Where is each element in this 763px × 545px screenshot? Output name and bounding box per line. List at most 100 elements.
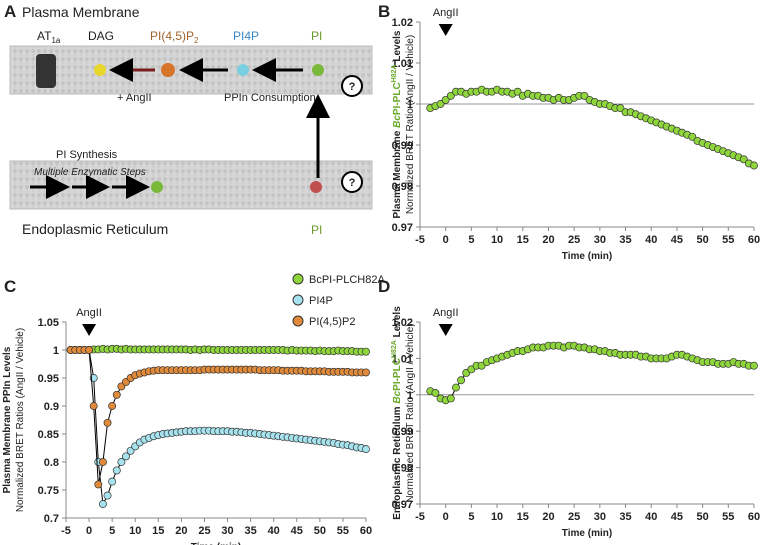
x-tick-label: 5 — [109, 525, 115, 537]
annotation: AngII — [433, 7, 459, 19]
x-tick-label: 50 — [696, 511, 708, 523]
x-tick-label: 25 — [198, 525, 210, 537]
y-tick-label: 1 — [53, 345, 59, 357]
label: ? — [349, 177, 356, 189]
lipid-icon — [161, 63, 175, 77]
annotation-arrow — [438, 324, 453, 336]
x-tick-label: 60 — [748, 511, 760, 523]
series-line — [430, 345, 754, 401]
data-point — [688, 132, 697, 141]
y-axis-title-part: H82A — [391, 64, 398, 82]
data-point — [89, 402, 98, 410]
annotation-arrow — [82, 324, 97, 336]
y-axis-subtitle: Normalized BRET Ratios (AngII / Vehicle) — [15, 328, 26, 512]
y-tick-label: 0.9 — [44, 401, 59, 413]
data-point — [446, 394, 455, 403]
y-axis-title-part: Plasma Membrane — [392, 128, 403, 219]
x-tick-label: -5 — [415, 511, 425, 523]
y-tick-label: 0.95 — [38, 373, 59, 385]
data-point — [112, 390, 121, 399]
x-tick-label: 30 — [594, 511, 606, 523]
label: PPIn Consumption — [224, 92, 316, 104]
y-tick-label: 0.8 — [44, 457, 59, 469]
y-tick-label: 0.97 — [392, 499, 413, 511]
question-icon — [341, 171, 363, 193]
x-axis-title: Time (min) — [562, 251, 612, 262]
x-tick-label: 55 — [722, 511, 734, 523]
lipid-icon — [312, 64, 324, 76]
y-tick-label: 1.01 — [392, 58, 413, 70]
y-axis-title: Endoplasmic Reticulum BcPI-PLCH82A Level… — [391, 306, 403, 520]
annotation: AngII — [433, 307, 459, 319]
x-tick-label: 10 — [491, 234, 503, 246]
x-tick-label: 15 — [152, 525, 164, 537]
legend-swatch — [292, 315, 304, 327]
label: Plasma Membrane — [22, 4, 140, 20]
data-point — [117, 458, 126, 466]
y-tick-label: 0.75 — [38, 485, 59, 497]
x-tick-label: 20 — [542, 234, 554, 246]
y-tick-label: 0.99 — [392, 140, 413, 152]
x-tick-label: 45 — [671, 511, 683, 523]
data-point — [94, 480, 103, 489]
label: ? — [349, 81, 356, 93]
legend-swatch — [292, 273, 304, 285]
y-axis-title-part: Bc — [392, 390, 403, 403]
data-point — [616, 104, 625, 113]
x-tick-label: 40 — [645, 511, 657, 523]
legend-swatch — [292, 294, 304, 306]
x-tick-label: 0 — [443, 511, 449, 523]
x-tick-label: 45 — [671, 234, 683, 246]
panel-letter: B — [378, 2, 390, 21]
label: PI4P — [233, 29, 259, 43]
x-tick-label: 5 — [468, 511, 474, 523]
y-tick-label: 1.05 — [38, 317, 59, 329]
y-axis-title: Plasma Membrane BcPI-PLCH82A Levels — [391, 30, 403, 218]
data-point — [580, 91, 589, 100]
x-tick-label: 50 — [696, 234, 708, 246]
legend-label: PI(4,5)P2 — [309, 316, 355, 328]
lipid-icon — [310, 181, 322, 193]
x-tick-label: 10 — [491, 511, 503, 523]
y-axis-title-part: PI-PLC — [392, 358, 403, 391]
x-tick-label: 35 — [619, 234, 631, 246]
x-tick-label: -5 — [415, 234, 425, 246]
x-axis-title: Time (min) — [562, 528, 612, 539]
y-tick-label: 0.97 — [392, 222, 413, 234]
data-point — [452, 383, 460, 392]
y-axis-title-part: PI-PLC — [392, 82, 403, 115]
y-axis-title-part: Levels — [392, 306, 403, 340]
y-tick-label: 0.85 — [38, 429, 59, 441]
panel-letter: C — [4, 277, 16, 296]
x-tick-label: -5 — [61, 525, 71, 537]
y-axis-subtitle: Normalized BRET Ratio (AngII / Vehicle) — [405, 323, 416, 502]
x-tick-label: 10 — [129, 525, 141, 537]
label: PI(4,5)P2 — [150, 29, 199, 45]
x-tick-label: 40 — [268, 525, 280, 537]
data-point — [103, 418, 112, 427]
y-axis-title-part: H82A — [391, 340, 398, 358]
data-point — [436, 100, 445, 108]
lipid-icon — [237, 64, 249, 76]
data-point — [513, 87, 522, 96]
panel-letter: A — [4, 2, 16, 21]
data-point — [112, 466, 121, 475]
data-point — [108, 477, 117, 486]
legend-label: BcPI-PLCH82A — [309, 274, 385, 286]
x-tick-label: 60 — [360, 525, 372, 537]
data-point — [750, 361, 758, 370]
y-tick-label: 0.7 — [44, 513, 59, 525]
lipid-icon — [94, 64, 106, 76]
label: Endoplasmic Reticulum — [22, 221, 168, 237]
data-point — [739, 155, 748, 164]
data-point — [108, 402, 117, 410]
x-tick-label: 35 — [619, 511, 631, 523]
data-point — [98, 458, 107, 466]
label: Multiple Enzymatic Steps — [34, 167, 146, 178]
label: AT1a — [37, 29, 61, 45]
y-tick-label: 1.02 — [392, 317, 413, 329]
lipid-icon — [151, 181, 163, 193]
label: PI — [311, 223, 322, 237]
y-axis-title: Plasma Membrane PPIn Levels — [2, 346, 13, 493]
y-tick-label: 1.01 — [392, 353, 413, 365]
